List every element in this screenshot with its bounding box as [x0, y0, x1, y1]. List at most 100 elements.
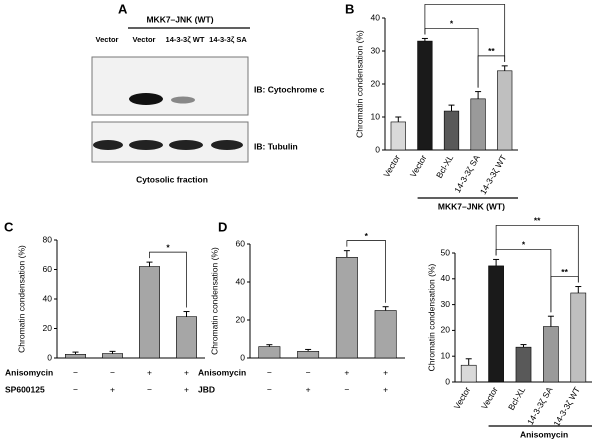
bar	[543, 326, 559, 383]
bar	[460, 364, 477, 383]
significance-label: *	[522, 240, 526, 250]
row-sign: −	[73, 367, 78, 377]
row-sign: +	[383, 367, 388, 377]
y-tick-label: 20	[236, 314, 246, 324]
y-tick-label: 0	[240, 352, 245, 362]
row-label: Anisomycin	[198, 367, 246, 377]
y-tick-label: 0	[445, 376, 450, 386]
y-axis-label: Chromatin condensation (%)	[16, 245, 26, 353]
significance-bracket	[477, 55, 506, 88]
blot-label: IB: Tubulin	[254, 141, 298, 151]
y-tick-label: 20	[441, 325, 451, 335]
band	[129, 93, 163, 105]
y-tick-label: 60	[43, 264, 53, 274]
row-label: Anisomycin	[5, 367, 53, 377]
y-tick-label: 80	[43, 234, 53, 244]
significance-bracket	[550, 276, 579, 313]
row-sign: −	[306, 367, 311, 377]
bar	[488, 265, 504, 383]
bar	[258, 346, 281, 359]
significance-label: **	[534, 216, 541, 226]
significance-label: *	[365, 231, 369, 241]
row-sign: −	[110, 367, 115, 377]
row-label: JBD	[198, 384, 215, 394]
y-tick-label: 0	[47, 352, 52, 362]
x-tick-label: 14-3-3ζ WT	[551, 385, 582, 428]
bar	[297, 351, 320, 359]
bar	[176, 316, 197, 359]
bar	[470, 98, 486, 151]
y-axis-label: Chromatin condensation (%)	[426, 263, 436, 371]
bar	[443, 110, 460, 151]
band	[169, 140, 203, 150]
band	[129, 140, 163, 150]
significance-label: *	[450, 19, 454, 29]
y-tick-label: 40	[371, 12, 381, 22]
row-sign: +	[184, 384, 189, 394]
band	[211, 140, 243, 150]
bar	[417, 40, 433, 151]
bar	[515, 346, 532, 383]
row-label: SP600125	[5, 384, 45, 394]
row-sign: +	[344, 367, 349, 377]
lane-label: 14-3-3ζ WT	[166, 35, 205, 44]
band	[93, 140, 123, 150]
significance-label: **	[488, 46, 495, 56]
group-label: MKK7–JNK (WT)	[438, 201, 505, 211]
blot-label: IB: Cytochrome c	[254, 84, 325, 94]
y-tick-label: 20	[43, 323, 53, 333]
significance-bracket	[149, 251, 187, 308]
panel-letter: A	[118, 1, 128, 16]
y-tick-label: 40	[43, 293, 53, 303]
row-sign: −	[267, 384, 272, 394]
x-tick-label: Vector	[408, 153, 429, 179]
x-tick-label: 14-3-3ζ SA	[452, 153, 482, 195]
x-tick-label: 14-3-3ζ WT	[478, 153, 509, 196]
row-sign: +	[383, 384, 388, 394]
lane-label: Vector	[133, 35, 156, 44]
blot-header: MKK7–JNK (WT)	[146, 14, 213, 24]
x-tick-label: Bcl-XL	[434, 153, 455, 180]
row-sign: +	[147, 367, 152, 377]
y-tick-label: 30	[371, 45, 381, 55]
row-sign: −	[267, 367, 272, 377]
panel-letter: D	[218, 219, 227, 234]
lane-label: Vector	[96, 35, 119, 44]
y-tick-label: 10	[441, 350, 451, 360]
significance-label: *	[463, 0, 467, 5]
bar	[139, 266, 160, 359]
group-label: Anisomycin	[520, 429, 568, 439]
significance-bracket	[346, 240, 386, 303]
y-tick-label: 10	[371, 111, 381, 121]
bar	[497, 70, 513, 151]
row-sign: +	[184, 367, 189, 377]
x-tick-label: Bcl-XL	[506, 385, 527, 412]
band	[171, 96, 195, 104]
row-sign: −	[73, 384, 78, 394]
y-axis-label: Chromatin condensation (%)	[354, 30, 364, 138]
y-tick-label: 0	[375, 144, 380, 154]
x-tick-label: Vector	[479, 385, 500, 411]
bar	[102, 353, 123, 359]
bar	[374, 310, 397, 359]
bar	[390, 121, 406, 151]
y-tick-label: 40	[441, 273, 451, 283]
y-axis-label: Chromatin condensation (%)	[209, 247, 219, 355]
row-sign: +	[306, 384, 311, 394]
bar	[335, 256, 358, 359]
significance-bracket	[424, 28, 479, 88]
significance-bracket	[495, 225, 579, 283]
x-tick-label: Vector	[452, 385, 473, 411]
y-tick-label: 60	[236, 238, 246, 248]
row-sign: −	[344, 384, 349, 394]
y-tick-label: 30	[441, 299, 451, 309]
significance-label: **	[561, 267, 568, 277]
bar	[65, 354, 86, 359]
significance-bracket	[424, 4, 506, 62]
y-tick-label: 20	[371, 78, 381, 88]
x-tick-label: Vector	[381, 153, 402, 179]
lane-label: 14-3-3ζ SA	[209, 35, 247, 44]
row-sign: +	[110, 384, 115, 394]
x-tick-label: 14-3-3ζ SA	[525, 385, 555, 427]
